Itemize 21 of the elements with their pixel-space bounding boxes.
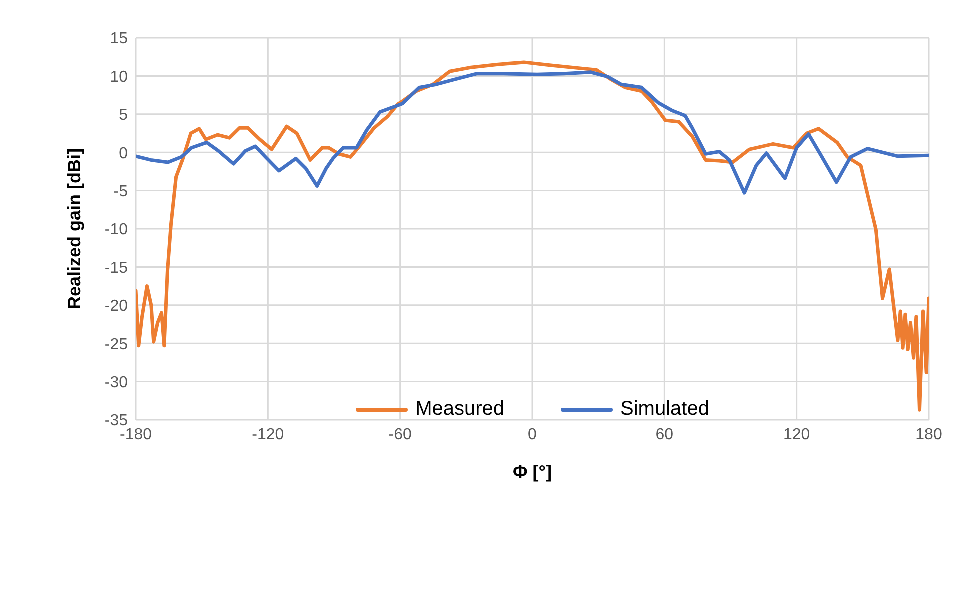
- x-tick-label: -60: [388, 426, 412, 444]
- y-tick-label: -25: [104, 336, 128, 354]
- y-tick-label: -15: [104, 260, 128, 277]
- x-tick-label: 120: [783, 426, 810, 444]
- x-tick-label: 60: [656, 426, 674, 444]
- y-tick-label: -5: [114, 183, 128, 200]
- y-tick-label: -20: [104, 298, 128, 316]
- x-axis-title: Φ [°]: [513, 462, 552, 482]
- y-tick-label: 15: [110, 30, 128, 48]
- y-tick-label: 10: [110, 68, 128, 86]
- y-tick-label: 0: [119, 145, 128, 162]
- legend-label: Simulated: [620, 398, 710, 421]
- y-tick-label: -10: [104, 222, 128, 239]
- x-tick-label: -120: [252, 426, 284, 444]
- y-axis-title: Realized gain [dBi]: [64, 148, 84, 310]
- legend-label: Measured: [416, 398, 504, 421]
- x-tick-label: 0: [528, 426, 538, 444]
- x-tick-label: 180: [916, 426, 942, 444]
- y-tick-label: -30: [104, 374, 128, 392]
- line-series: [136, 70, 929, 195]
- y-tick-label: 5: [119, 107, 128, 124]
